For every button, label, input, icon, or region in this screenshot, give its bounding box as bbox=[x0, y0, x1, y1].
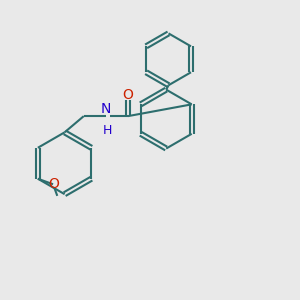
Text: N: N bbox=[100, 101, 111, 116]
Text: O: O bbox=[122, 88, 134, 102]
Text: H: H bbox=[102, 124, 112, 137]
Text: O: O bbox=[48, 177, 59, 191]
